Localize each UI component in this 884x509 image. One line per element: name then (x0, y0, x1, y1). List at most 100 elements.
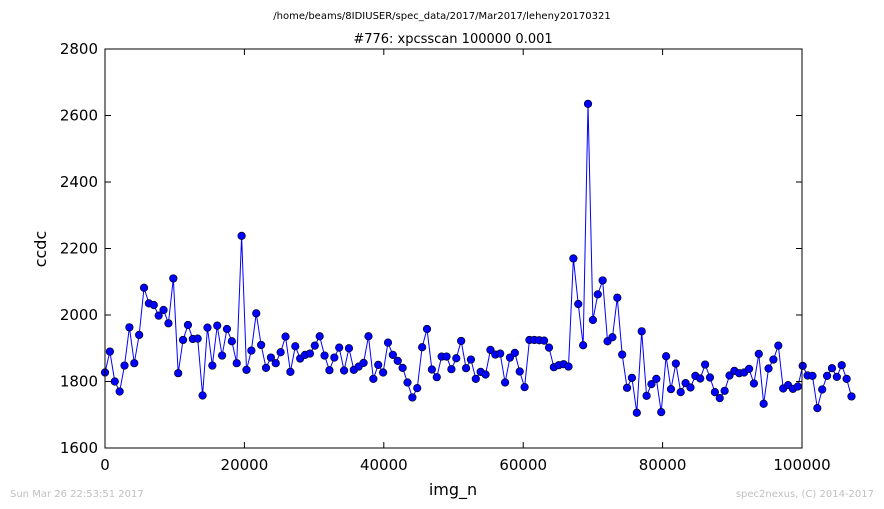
data-point (583, 99, 593, 108)
data-point (847, 392, 856, 401)
y-tick-label: 2200 (60, 240, 98, 258)
data-point (310, 341, 319, 350)
data-point (813, 404, 822, 413)
data-point (579, 341, 588, 350)
data-point (461, 364, 471, 373)
data-point (471, 374, 480, 383)
data-point (564, 362, 573, 371)
data-point (593, 290, 602, 299)
data-point (276, 348, 285, 357)
data-point (305, 349, 315, 358)
data-point (676, 388, 685, 397)
data-point (105, 347, 114, 356)
data-point (227, 337, 236, 346)
data-point (701, 360, 710, 369)
data-point (359, 358, 368, 367)
data-point (213, 321, 222, 330)
y-axis-label: ccdc (31, 231, 50, 268)
data-point (769, 355, 778, 364)
chart-suptitle: /home/beams/8IDIUSER/spec_data/2017/Mar2… (273, 11, 610, 22)
data-point (613, 293, 622, 302)
data-point (618, 350, 627, 359)
tick-layer: 0 20000 40000 60000 80000 100000 1600 1800 2000 2… (60, 40, 831, 474)
data-point (671, 359, 680, 368)
data-point (257, 340, 266, 350)
data-point (218, 351, 227, 360)
data-point (686, 383, 695, 392)
data-point (520, 383, 529, 392)
data-point (183, 320, 193, 330)
data-point (652, 374, 661, 383)
plot-frame (104, 48, 803, 449)
data-point (481, 370, 490, 379)
y-tick-label: 2800 (60, 40, 98, 58)
data-point (457, 336, 466, 346)
data-point (452, 354, 461, 363)
data-point (808, 371, 817, 380)
data-point (598, 276, 607, 285)
data-point (466, 355, 476, 364)
data-point (149, 300, 158, 310)
data-point (135, 330, 144, 340)
data-point (335, 343, 344, 352)
y-tick-label: 2600 (60, 107, 98, 125)
data-point (632, 408, 641, 417)
data-point (271, 359, 280, 368)
data-point (442, 352, 451, 361)
data-point (432, 373, 441, 382)
y-tick-label: 1600 (60, 439, 98, 457)
x-tick-label: 20000 (221, 456, 269, 474)
data-point (515, 367, 524, 376)
data-point (315, 332, 324, 341)
data-point (627, 373, 637, 382)
footer-timestamp: Sun Mar 26 22:53:51 2017 (10, 489, 144, 500)
x-tick-label: 80000 (639, 456, 687, 474)
data-point (237, 231, 246, 240)
data-point (247, 346, 256, 355)
data-point (169, 274, 178, 283)
chart-title: #776: xpcsscan 100000 0.001 (353, 32, 552, 47)
data-point (408, 393, 417, 402)
y-tick-label: 1800 (60, 373, 98, 391)
x-tick-label: 0 (100, 456, 110, 474)
data-point (637, 327, 646, 336)
data-point (208, 361, 217, 370)
data-point (115, 387, 124, 396)
data-point (164, 319, 173, 328)
data-point (139, 283, 149, 292)
data-point (749, 379, 759, 388)
data-point (364, 332, 373, 341)
data-point (286, 367, 295, 376)
data-point (174, 369, 183, 378)
data-point (647, 380, 656, 389)
data-point (193, 334, 202, 343)
data-point (388, 350, 397, 360)
data-point (320, 351, 329, 360)
data-point (744, 364, 754, 373)
data-point (398, 363, 407, 372)
data-point (827, 364, 837, 373)
data-point (569, 254, 578, 263)
data-point (574, 299, 583, 309)
data-point (818, 385, 827, 394)
data-point (544, 343, 554, 352)
footer-credit: spec2nexus, (C) 2014-2017 (735, 489, 874, 500)
data-point (798, 361, 807, 370)
data-point (266, 353, 275, 362)
data-point (159, 305, 168, 315)
data-point (754, 349, 763, 359)
data-point (715, 394, 724, 403)
data-point (510, 348, 519, 358)
data-point (330, 353, 339, 362)
data-point (774, 341, 783, 350)
data-point (222, 324, 232, 334)
data-point (764, 364, 773, 373)
data-point (110, 377, 119, 386)
data-point (281, 332, 290, 341)
data-point (705, 373, 715, 382)
data-point (608, 333, 617, 342)
data-point (154, 311, 163, 320)
data-point (793, 382, 802, 391)
data-point (661, 352, 671, 361)
